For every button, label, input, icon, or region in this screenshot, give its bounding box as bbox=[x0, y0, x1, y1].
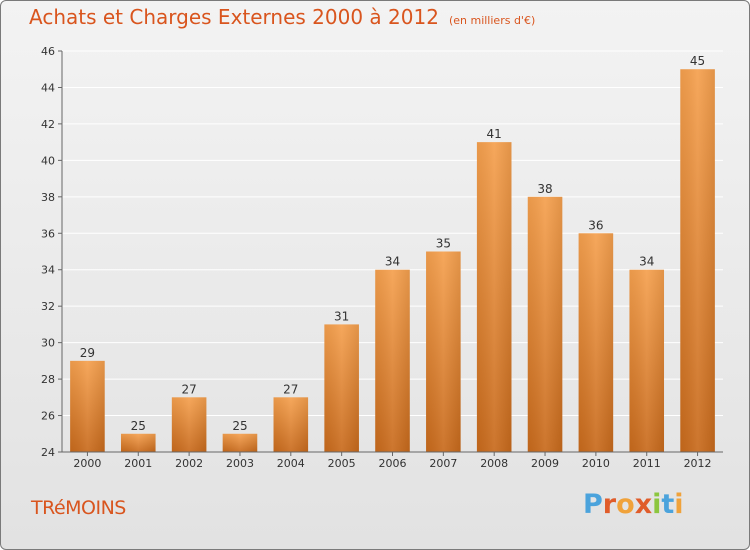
x-tick-label: 2006 bbox=[379, 457, 407, 470]
data-label: 34 bbox=[639, 255, 654, 269]
chart-title: Achats et Charges Externes 2000 à 2012 (e… bbox=[29, 5, 535, 29]
chart-subtitle: (en milliers d'€) bbox=[448, 14, 536, 27]
bar-shade bbox=[70, 360, 105, 452]
data-label: 27 bbox=[283, 382, 298, 396]
data-label: 31 bbox=[334, 309, 349, 323]
bar-shade bbox=[273, 397, 309, 452]
y-tick-label: 46 bbox=[41, 45, 55, 58]
y-tick-label: 28 bbox=[41, 373, 55, 386]
x-tick-label: 2010 bbox=[582, 457, 610, 470]
y-tick-label: 38 bbox=[41, 191, 55, 204]
x-tick-label: 2008 bbox=[480, 457, 508, 470]
y-tick-label: 44 bbox=[41, 81, 55, 94]
logo-letter: o bbox=[616, 489, 635, 520]
y-tick-label: 36 bbox=[41, 227, 55, 240]
bar-shade bbox=[222, 433, 258, 452]
bar-shade bbox=[324, 324, 359, 452]
bar-shade bbox=[375, 269, 410, 452]
y-tick-label: 24 bbox=[41, 446, 55, 459]
data-label: 27 bbox=[181, 382, 196, 396]
data-label: 36 bbox=[588, 218, 603, 232]
logo-letter: r bbox=[602, 489, 617, 520]
data-label: 45 bbox=[690, 54, 705, 68]
x-tick-label: 2001 bbox=[124, 457, 152, 470]
bar-shade bbox=[629, 269, 665, 452]
logo-letter: P bbox=[583, 489, 603, 520]
proxiti-logo: Proxiti bbox=[583, 489, 684, 520]
data-label: 34 bbox=[385, 255, 400, 269]
x-tick-label: 2005 bbox=[328, 457, 356, 470]
y-tick-label: 34 bbox=[41, 264, 55, 277]
x-tick-label: 2002 bbox=[175, 457, 203, 470]
bars bbox=[70, 69, 715, 453]
data-label: 41 bbox=[487, 127, 502, 141]
x-tick-label: 2004 bbox=[277, 457, 305, 470]
bar-shade bbox=[476, 142, 512, 453]
logo-letter: t bbox=[661, 489, 675, 520]
x-tick-label: 2012 bbox=[684, 457, 712, 470]
logo-letter: i bbox=[652, 489, 662, 520]
y-tick-label: 30 bbox=[41, 337, 55, 350]
labels: 24 26 28 30 32 34 36 38 40 42 44 46 29 2000 25 2001 27 20… bbox=[41, 45, 712, 470]
bar-shade bbox=[527, 196, 563, 452]
data-label: 29 bbox=[80, 346, 95, 360]
y-tick-label: 42 bbox=[41, 118, 55, 131]
x-tick-label: 2011 bbox=[633, 457, 661, 470]
bar-shade bbox=[578, 233, 614, 452]
x-tick-label: 2003 bbox=[226, 457, 254, 470]
x-tick-label: 2007 bbox=[429, 457, 457, 470]
data-label: 25 bbox=[232, 419, 247, 433]
y-tick-label: 40 bbox=[41, 154, 55, 167]
bar-shade bbox=[426, 251, 461, 452]
data-label: 38 bbox=[537, 182, 552, 196]
title-text: Achats et Charges Externes 2000 à 2012 bbox=[29, 5, 439, 29]
x-tick-label: 2009 bbox=[531, 457, 559, 470]
logo-letter: x bbox=[634, 489, 653, 520]
y-tick-label: 32 bbox=[41, 300, 55, 313]
logo-letter: i bbox=[674, 489, 684, 520]
y-tick-label: 26 bbox=[41, 410, 55, 423]
bar-shade bbox=[680, 69, 715, 453]
bar-shade bbox=[120, 433, 156, 452]
x-tick-label: 2000 bbox=[73, 457, 101, 470]
axes bbox=[58, 50, 723, 456]
data-label: 25 bbox=[131, 419, 146, 433]
bar-shade bbox=[171, 397, 207, 452]
data-label: 35 bbox=[436, 237, 451, 251]
commune-name: TRéMOINS bbox=[31, 497, 126, 519]
